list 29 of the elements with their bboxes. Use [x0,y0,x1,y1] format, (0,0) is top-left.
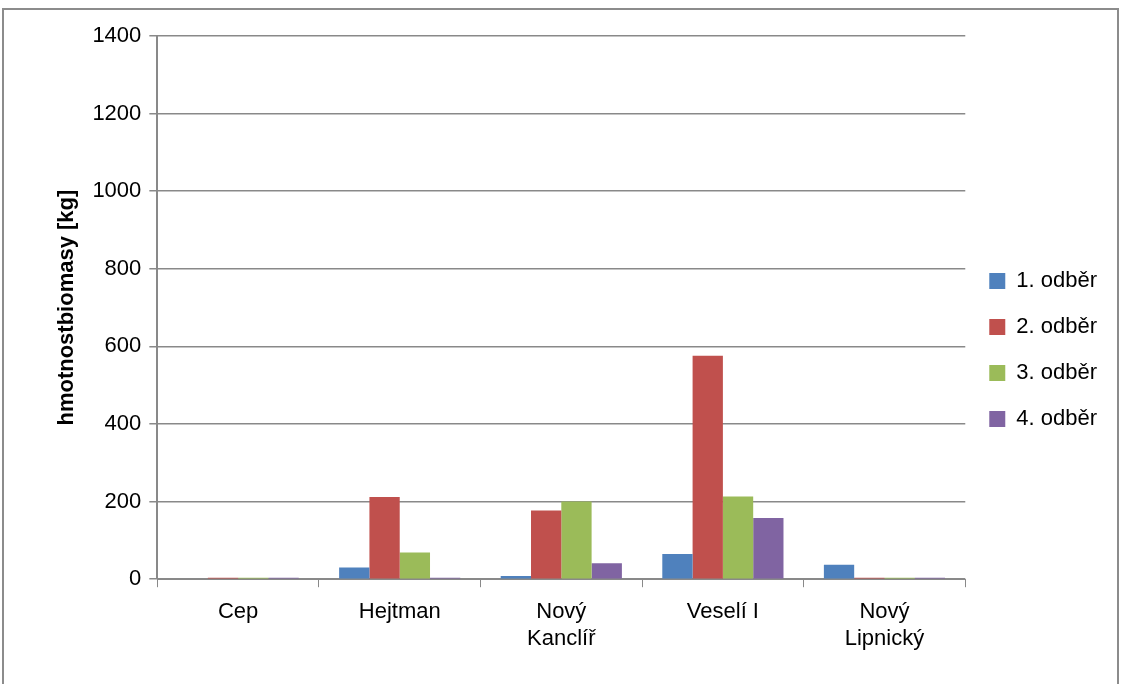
y-tick-label: 200 [104,487,142,513]
y-tick-label: 600 [104,332,142,358]
y-tick-label: 1200 [92,99,142,125]
y-tick-label: 800 [104,254,142,280]
bar [339,567,370,579]
y-tick-label: 1000 [92,177,142,203]
x-tick-label: Cep [217,598,259,624]
bar [823,564,855,579]
bar [369,496,400,579]
y-tick-label: 400 [104,410,142,436]
legend-label: 1. odběr [1016,267,1098,293]
legend-label: 4. odběr [1016,405,1098,431]
x-tick-label: Hejtman [358,598,441,624]
legend-label: 2. odběr [1016,313,1098,339]
y-tick-label: 1400 [92,22,142,48]
x-tick-label: Veselí I [686,598,759,624]
bar [591,563,622,579]
x-tick-label: Nový Lipnický [844,598,925,650]
legend-label: 3. odběr [1016,359,1098,385]
bar [561,501,592,579]
y-tick-label: 0 [129,565,142,591]
x-tick-label: Nový Kanclíř [527,598,597,650]
y-axis-title: hmotnostbiomasy [kg] [53,189,79,426]
bar [399,552,431,579]
bar [692,355,723,579]
bar [662,553,693,579]
bar [753,517,784,579]
bar [722,496,754,579]
bar [531,510,562,579]
